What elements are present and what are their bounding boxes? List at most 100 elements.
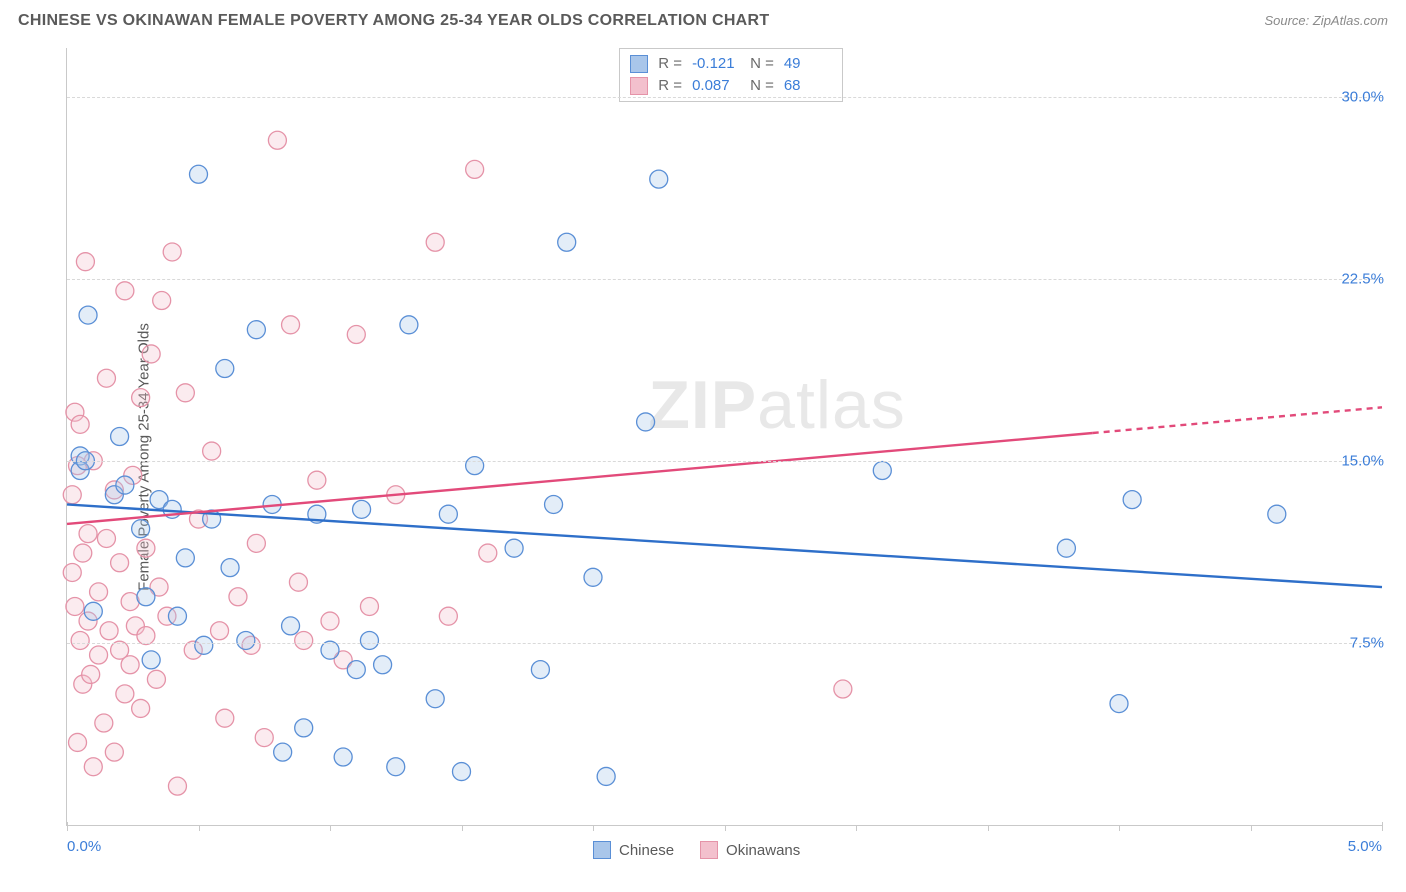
point-chinese [650, 170, 668, 188]
point-chinese [453, 763, 471, 781]
x-tick [67, 822, 68, 831]
gridline [67, 279, 1382, 280]
point-okinawans [147, 670, 165, 688]
n-label: N = [750, 75, 774, 97]
stats-row-chinese: R = -0.121 N = 49 [630, 53, 832, 75]
x-tick [330, 825, 331, 831]
point-chinese [1057, 539, 1075, 557]
point-okinawans [168, 777, 186, 795]
point-okinawans [97, 529, 115, 547]
point-okinawans [229, 588, 247, 606]
point-okinawans [76, 253, 94, 271]
point-chinese [584, 568, 602, 586]
point-chinese [137, 588, 155, 606]
point-okinawans [137, 539, 155, 557]
point-okinawans [116, 282, 134, 300]
point-chinese [558, 233, 576, 251]
point-okinawans [84, 758, 102, 776]
point-okinawans [90, 583, 108, 601]
point-chinese [195, 636, 213, 654]
point-chinese [1110, 695, 1128, 713]
point-chinese [247, 321, 265, 339]
point-okinawans [268, 131, 286, 149]
point-okinawans [100, 622, 118, 640]
point-chinese [873, 461, 891, 479]
point-okinawans [142, 345, 160, 363]
point-okinawans [255, 729, 273, 747]
swatch-chinese [630, 55, 648, 73]
point-chinese [111, 428, 129, 446]
point-chinese [374, 656, 392, 674]
point-okinawans [121, 656, 139, 674]
point-chinese [176, 549, 194, 567]
y-tick-label: 15.0% [1341, 452, 1384, 469]
point-chinese [1268, 505, 1286, 523]
x-tick [856, 825, 857, 831]
y-tick-label: 22.5% [1341, 270, 1384, 287]
point-okinawans [132, 699, 150, 717]
chart-container: Female Poverty Among 25-34 Year Olds ZIP… [18, 40, 1388, 874]
point-okinawans [63, 486, 81, 504]
n-value-okinawans: 68 [784, 75, 832, 97]
point-okinawans [79, 525, 97, 543]
point-okinawans [289, 573, 307, 591]
point-okinawans [308, 471, 326, 489]
point-okinawans [132, 389, 150, 407]
chart-svg [67, 48, 1382, 825]
point-okinawans [347, 326, 365, 344]
x-tick [725, 825, 726, 831]
legend: Chinese Okinawans [593, 841, 800, 859]
swatch-okinawans [630, 77, 648, 95]
point-okinawans [282, 316, 300, 334]
point-chinese [505, 539, 523, 557]
point-okinawans [74, 544, 92, 562]
point-chinese [347, 661, 365, 679]
legend-label-chinese: Chinese [619, 842, 674, 859]
point-chinese [274, 743, 292, 761]
point-chinese [545, 495, 563, 513]
point-okinawans [203, 442, 221, 460]
point-okinawans [360, 597, 378, 615]
point-okinawans [216, 709, 234, 727]
r-label: R = [658, 75, 682, 97]
point-okinawans [247, 534, 265, 552]
point-chinese [237, 631, 255, 649]
source-attribution: Source: ZipAtlas.com [1264, 13, 1388, 28]
point-chinese [360, 631, 378, 649]
plot-area: ZIPatlas R = -0.121 N = 49 R = 0.087 N =… [66, 48, 1382, 826]
point-okinawans [321, 612, 339, 630]
point-okinawans [116, 685, 134, 703]
point-okinawans [111, 554, 129, 572]
x-tick [1382, 822, 1383, 831]
point-chinese [334, 748, 352, 766]
point-okinawans [66, 597, 84, 615]
point-chinese [84, 602, 102, 620]
point-chinese [1123, 491, 1141, 509]
legend-swatch-okinawans [700, 841, 718, 859]
point-chinese [168, 607, 186, 625]
x-tick [1251, 825, 1252, 831]
gridline [67, 97, 1382, 98]
legend-item-okinawans: Okinawans [700, 841, 800, 859]
legend-item-chinese: Chinese [593, 841, 674, 859]
point-okinawans [153, 292, 171, 310]
r-value-okinawans: 0.087 [692, 75, 740, 97]
point-chinese [282, 617, 300, 635]
x-tick [199, 825, 200, 831]
point-okinawans [479, 544, 497, 562]
point-chinese [353, 500, 371, 518]
point-okinawans [105, 743, 123, 761]
trendline-okinawans-dashed [1093, 407, 1382, 433]
stats-box: R = -0.121 N = 49 R = 0.087 N = 68 [619, 48, 843, 102]
point-chinese [637, 413, 655, 431]
n-label: N = [750, 53, 774, 75]
r-label: R = [658, 53, 682, 75]
trendline-okinawans [67, 433, 1093, 524]
point-okinawans [211, 622, 229, 640]
point-chinese [116, 476, 134, 494]
x-tick [1119, 825, 1120, 831]
point-okinawans [97, 369, 115, 387]
x-tick [593, 825, 594, 831]
point-okinawans [834, 680, 852, 698]
chart-title: CHINESE VS OKINAWAN FEMALE POVERTY AMONG… [18, 12, 769, 30]
